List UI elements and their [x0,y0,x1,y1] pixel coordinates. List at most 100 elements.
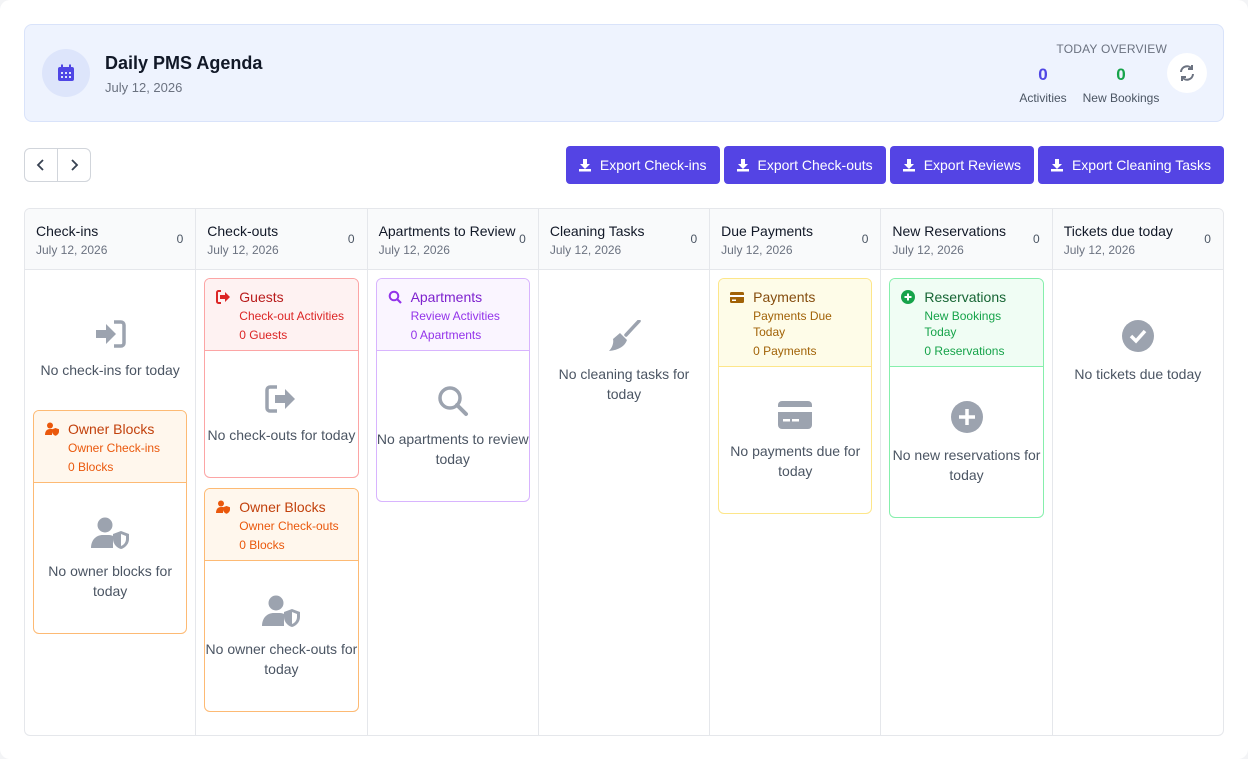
card-subtitle: Owner Check-outs [239,519,339,533]
card-count: 0 Blocks [239,538,285,552]
column-header: New Reservations July 12, 2026 0 [881,209,1052,270]
card-title: Payments [753,289,816,305]
column-count: 0 [1204,232,1211,246]
column-title: Due Payments [721,223,813,239]
stat: 0 New Bookings [1076,65,1166,105]
calendar-icon [42,49,90,97]
card-header: Payments Payments Due Today 0 Payments [719,279,872,367]
column-header: Check-outs July 12, 2026 0 [196,209,367,270]
column-body: Reservations New Bookings Today 0 Reservat… [881,270,1051,735]
card-count: 0 Guests [239,328,288,342]
export-buttons: Export Check-ins Export Check-outs Export … [565,146,1224,184]
column-body: Apartments Review Activities 0 Apartments N… [368,270,538,735]
column-date: July 12, 2026 [378,243,450,257]
column-count: 0 [347,232,355,246]
section-card: Reservations New Bookings Today 0 Reservat… [889,278,1044,518]
column-date: July 12, 2026 [549,243,622,257]
header: Daily PMS Agenda July 12, 2026 TODAY OVE… [24,24,1224,122]
card-title: Owner Blocks [239,499,326,515]
column-date: July 12, 2026 [207,243,279,257]
card-subtitle: Check-out Activities [239,309,344,323]
stat-value: 0 [1116,65,1126,84]
column-title: Check-outs [207,223,279,239]
section-card: Owner Blocks Owner Check-outs 0 Blocks No o… [204,488,359,712]
column-count: 0 [519,232,526,246]
export-button[interactable]: Export Check-ins [565,146,720,184]
empty-text: No owner check-outs for today [205,641,358,677]
empty-text: No tickets due today [1074,366,1202,382]
card-title: Guests [239,289,284,305]
column-header: Check-ins July 12, 2026 0 [25,209,196,270]
empty-text: No cleaning tasks for today [558,366,690,402]
agenda-column: Cleaning Tasks July 12, 2026 0 No cleaning … [537,209,710,735]
card-subtitle: Review Activities [410,309,500,323]
empty-text: No check-ins for today [40,362,180,378]
empty-text: No new reservations for today [892,447,1041,483]
button-label: Export Check-outs [757,157,873,173]
empty-text: No check-outs for today [207,427,356,443]
empty-text: No payments due for today [730,443,861,479]
column-title: New Reservations [892,223,1007,239]
agenda-column: Tickets due today July 12, 2026 0 No ticket… [1051,209,1223,735]
section-card: Guests Check-out Activities 0 Guests No che… [204,278,359,478]
empty-state: No new reservations for today [890,367,1042,517]
card-count: 0 Reservations [924,344,1005,358]
card-header: Guests Check-out Activities 0 Guests [205,279,358,351]
card-title: Apartments [410,289,483,305]
empty-text: No apartments to review today [376,431,529,467]
column-count: 0 [176,232,184,246]
button-label: Export Cleaning Tasks [1071,157,1211,173]
column-header: Cleaning Tasks July 12, 2026 0 [538,209,710,270]
column-body: Payments Payments Due Today 0 Payments No p… [710,270,880,735]
card-count: 0 Blocks [68,460,114,474]
card-header: Owner Blocks Owner Check-outs 0 Blocks [205,489,358,561]
card-header: Apartments Review Activities 0 Apartments [376,279,529,351]
page-title: Daily PMS Agenda [105,53,263,73]
column-header: Due Payments July 12, 2026 0 [710,209,881,270]
agenda-column: Check-ins July 12, 2026 0 No check-ins for … [25,209,196,735]
stat-value: 0 [1038,65,1048,84]
empty-text: No owner blocks for today [48,563,172,599]
column-date: July 12, 2026 [1063,243,1136,257]
empty-state: No apartments to review today [377,351,529,501]
empty-state: No owner check-outs for today [205,561,357,711]
card-count: 0 Payments [753,344,817,358]
column-body: No tickets due today [1053,270,1223,735]
card-subtitle: New Bookings Today [924,309,1002,339]
prev-button[interactable] [25,149,57,181]
column-count: 0 [690,232,698,246]
column-title: Tickets due today [1063,223,1173,239]
column-title: Check-ins [36,223,99,239]
column-count: 0 [1033,232,1040,246]
button-label: Export Check-ins [599,157,707,173]
section-card: Payments Payments Due Today 0 Payments No p… [718,278,873,514]
column-date: July 12, 2026 [36,243,108,257]
column-title: Cleaning Tasks [549,223,645,239]
column-header: Apartments to Review July 12, 2026 0 [367,209,538,270]
card-header: Owner Blocks Owner Check-ins 0 Blocks [34,411,187,483]
column-date: July 12, 2026 [721,243,793,257]
column-header: Tickets due today July 12, 2026 0 [1052,209,1223,270]
stat: 0 Activities [998,65,1088,105]
agenda-board: Check-ins July 12, 2026 0 No check-ins for … [24,208,1224,736]
agenda-column: Due Payments July 12, 2026 0 Payments Paymen… [709,209,881,735]
column-body: No check-ins for today Owner Blocks Owner … [25,270,195,735]
card-title: Owner Blocks [68,421,155,437]
button-label: Export Reviews [923,157,1021,173]
column-title: Apartments to Review [378,223,516,239]
empty-state: No cleaning tasks for today [547,278,701,434]
refresh-button[interactable] [1167,53,1207,93]
export-button[interactable]: Export Check-outs [723,146,886,184]
card-count: 0 Apartments [410,328,482,342]
empty-state: No owner blocks for today [34,483,186,633]
export-button[interactable]: Export Reviews [889,146,1034,184]
empty-state: No check-ins for today [33,278,187,410]
column-date: July 12, 2026 [892,243,964,257]
export-button[interactable]: Export Cleaning Tasks [1037,146,1224,184]
card-title: Reservations [924,289,1007,305]
card-subtitle: Payments Due Today [753,309,832,339]
card-subtitle: Owner Check-ins [68,441,161,455]
empty-state: No payments due for today [719,367,871,513]
next-button[interactable] [57,149,90,181]
